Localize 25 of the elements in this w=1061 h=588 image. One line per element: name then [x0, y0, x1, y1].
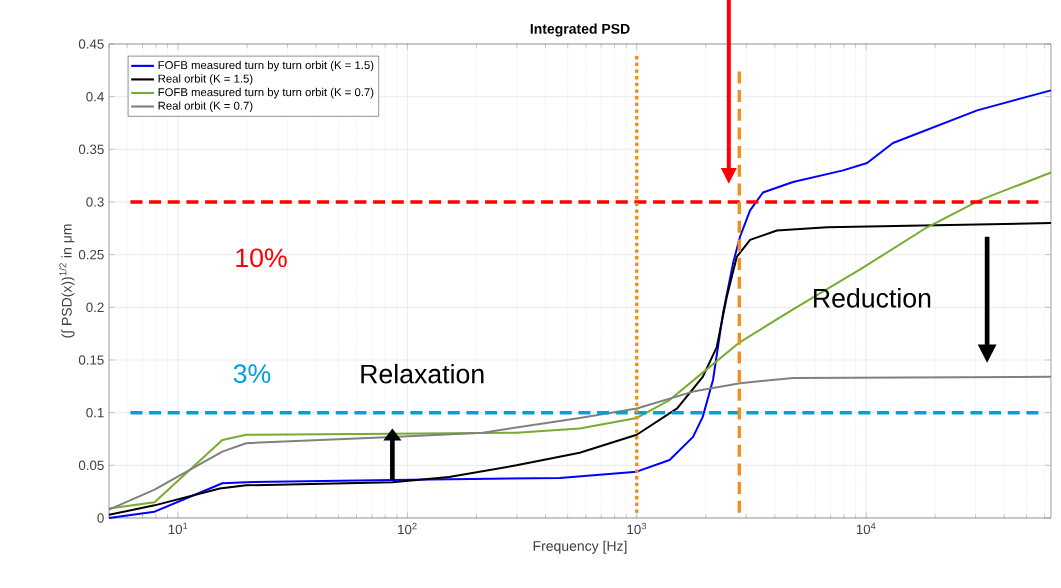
legend-label: FOFB measured turn by turn orbit (K = 1.5) — [158, 60, 374, 72]
y-tick-label: 0.2 — [86, 302, 104, 313]
annotation: Reduction — [814, 288, 931, 308]
y-tick-label: 0.1 — [86, 407, 104, 418]
x-tick-label: 10$^{2}$ — [398, 522, 417, 535]
x-tick-label: 10$^{4}$ — [856, 522, 876, 535]
annotation: 10% — [236, 248, 287, 268]
y-tick-label: 0.45 — [78, 39, 104, 49]
y-tick-label: 0.3 — [86, 197, 104, 207]
legend-label: Real orbit (K = 1.5) — [158, 74, 253, 85]
legend-label: Real orbit (K = 0.7) — [158, 101, 253, 112]
annotation: 3% — [233, 364, 271, 384]
x-tick-label: 10$^{3}$ — [627, 522, 647, 535]
annotation: Relaxation — [361, 363, 484, 384]
x-tick-label: 10$^{1}$ — [168, 522, 188, 535]
x-axis-title: Frequency [Hz] — [533, 540, 627, 554]
legend-label: FOFB measured turn by turn orbit (K = 0.7) — [158, 87, 374, 99]
y-axis-title: (∫ PSD(x))$^{1/2}$ in μm — [59, 224, 75, 338]
y-tick-label: 0.05 — [78, 460, 104, 471]
y-tick-label: 0.25 — [78, 249, 104, 260]
y-tick-label: 0 — [97, 513, 104, 523]
chart-title: Integrated PSD — [530, 23, 630, 37]
y-tick-label: 0.35 — [78, 144, 104, 155]
y-tick-label: 0.15 — [78, 355, 104, 365]
y-tick-label: 0.4 — [86, 91, 104, 102]
